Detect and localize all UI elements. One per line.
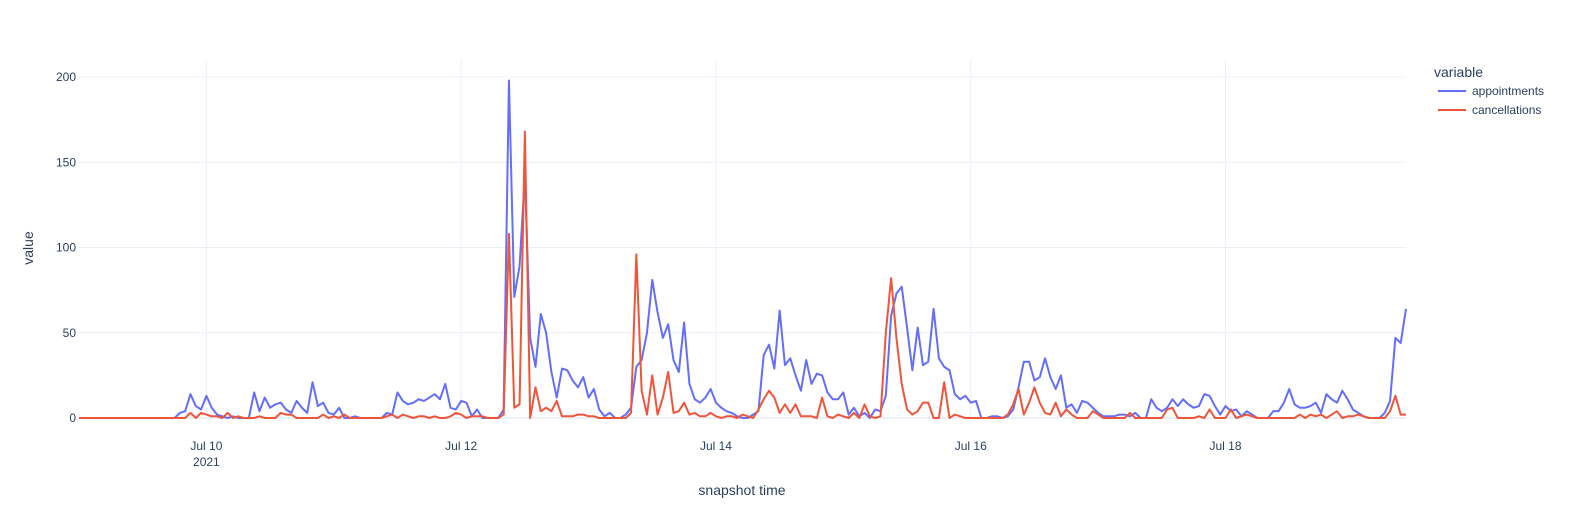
x-tick-label: Jul 10	[190, 439, 222, 453]
y-axis-title: value	[20, 231, 36, 265]
y-tick-label: 100	[56, 241, 76, 255]
y-tick-label: 0	[69, 411, 76, 425]
y-tick-label: 150	[56, 155, 76, 169]
legend-item-appointments[interactable]: appointments	[1438, 84, 1544, 98]
legend-label-cancellations: cancellations	[1472, 103, 1541, 117]
x-axis: Jul 10 2021 Jul 12 Jul 14 Jul 16 Jul 18	[190, 439, 1241, 469]
legend-title: variable	[1434, 64, 1483, 80]
plot-area	[79, 79, 1407, 419]
x-tick-label: Jul 18	[1210, 439, 1242, 453]
y-tick-label: 200	[56, 70, 76, 84]
x-tick-label: Jul 16	[955, 439, 987, 453]
series-line-cancellations[interactable]	[79, 130, 1406, 419]
legend-label-appointments: appointments	[1472, 84, 1544, 98]
y-tick-label: 50	[63, 326, 77, 340]
x-axis-title: snapshot time	[698, 482, 785, 498]
x-tick-sublabel: 2021	[193, 455, 220, 469]
legend-item-cancellations[interactable]: cancellations	[1438, 103, 1541, 117]
x-tick-label: Jul 14	[700, 439, 732, 453]
legend: variable appointments cancellations	[1434, 64, 1544, 117]
x-tick-label: Jul 12	[445, 439, 477, 453]
y-axis: 0 50 100 150 200	[56, 70, 76, 425]
